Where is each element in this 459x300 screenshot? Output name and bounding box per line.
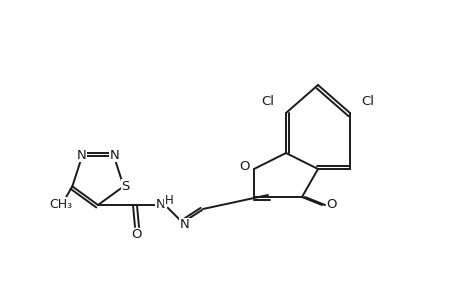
Text: N: N xyxy=(180,218,190,232)
Text: S: S xyxy=(121,180,129,193)
Text: O: O xyxy=(239,160,250,173)
Text: H: H xyxy=(164,194,173,206)
Text: N: N xyxy=(110,149,119,162)
Text: N: N xyxy=(76,149,86,162)
Text: CH₃: CH₃ xyxy=(49,198,72,211)
Text: O: O xyxy=(326,199,336,212)
Text: O: O xyxy=(131,229,142,242)
Text: N: N xyxy=(156,199,166,212)
Text: Cl: Cl xyxy=(361,94,374,107)
Text: Cl: Cl xyxy=(261,94,274,107)
